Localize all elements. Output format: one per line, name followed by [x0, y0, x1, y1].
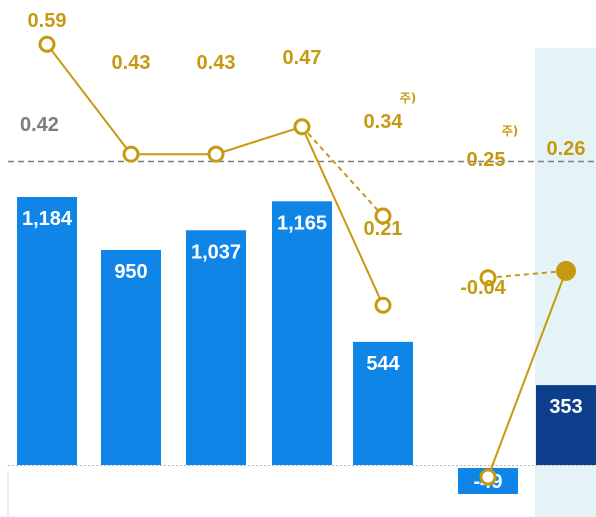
reference-line-label: 0.42	[20, 114, 59, 136]
filled-marker	[556, 260, 576, 281]
hollow-marker	[374, 296, 392, 314]
hollow-marker	[122, 145, 140, 163]
hollow-marker	[293, 118, 311, 136]
hollow-marker	[479, 468, 497, 486]
bar-value-label: 950	[114, 261, 147, 283]
bar	[101, 249, 161, 465]
hollow-marker	[38, 35, 56, 53]
bar-value-label: 1,184	[22, 208, 73, 230]
hollow-marker	[207, 145, 225, 163]
bar	[186, 230, 246, 465]
footnote-mark: 주)	[502, 124, 519, 138]
line-value-label: 0.43	[112, 52, 151, 74]
bar	[17, 197, 77, 465]
line-value-label: 0.59	[28, 10, 67, 32]
dashed-series-line	[301, 126, 384, 217]
series-line	[487, 270, 567, 478]
bar-value-label: 1,037	[191, 241, 241, 263]
bar-value-label: 544	[366, 353, 400, 375]
dashed-series-line	[487, 269, 567, 279]
line-value-label: 0.43	[197, 52, 236, 74]
bar	[272, 201, 332, 466]
line-value-label: 0.34	[364, 111, 404, 133]
bar	[353, 341, 413, 465]
line-value-label: 0.47	[283, 47, 322, 69]
line-value-label: -0.04	[460, 277, 506, 299]
line-value-label: 0.25	[467, 149, 506, 171]
bar	[536, 385, 596, 465]
hollow-marker	[479, 269, 497, 287]
hollow-marker	[374, 207, 392, 225]
line-value-label: 0.21	[364, 218, 403, 240]
line-value-label: 0.26	[547, 138, 586, 160]
bar-value-label: 1,165	[277, 212, 327, 234]
bar-value-label: 353	[549, 396, 582, 418]
footnote-mark: 주)	[400, 91, 417, 105]
